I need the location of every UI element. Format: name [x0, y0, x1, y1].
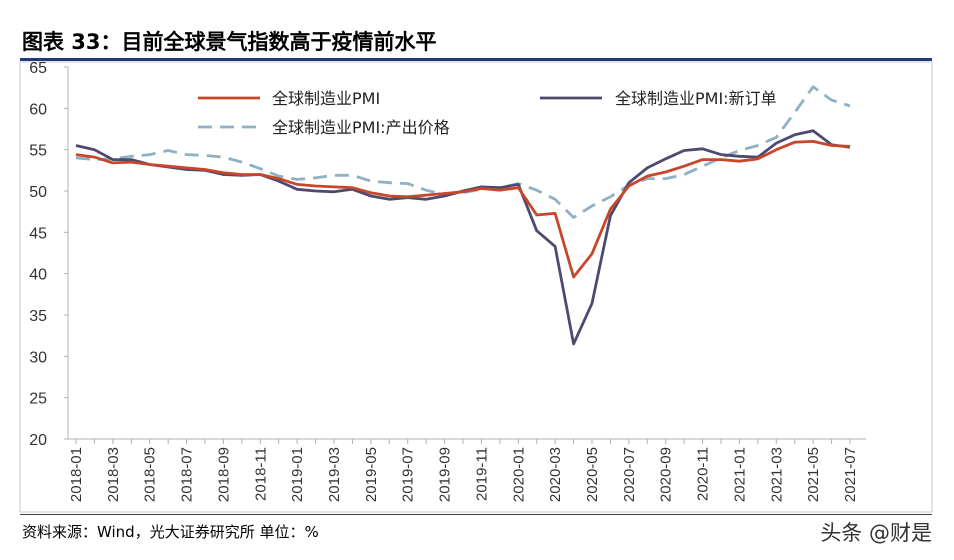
legend-label-2: 全球制造业PMI:产出价格	[272, 118, 450, 137]
x-tick-label: 2018-11	[252, 447, 269, 501]
source-note: 资料来源：Wind，光大证券研究所 单位：%	[22, 523, 319, 541]
x-tick-label: 2021-03	[768, 447, 785, 502]
chart-title: 图表 33：目前全球景气指数高于疫情前水平	[22, 30, 437, 54]
title-underline	[20, 58, 932, 61]
x-tick-label: 2020-09	[658, 447, 675, 502]
x-tick-label: 2018-09	[215, 447, 232, 502]
legend-label-0: 全球制造业PMI	[272, 89, 380, 108]
x-tick-label: 2020-05	[584, 447, 601, 502]
plot-frame	[19, 61, 933, 513]
x-tick-label: 2020-11	[695, 447, 712, 501]
y-axis: 20 25 30 35 40 45 50 55 60 65	[29, 60, 69, 449]
y-tick-label: 35	[29, 308, 47, 325]
series-layer	[75, 85, 851, 346]
y-tick-label: 50	[29, 184, 47, 201]
x-tick-label: 2019-05	[363, 447, 380, 502]
x-tick-label: 2019-03	[326, 447, 343, 502]
x-tick-label: 2018-03	[105, 447, 122, 502]
x-tick-label: 2019-01	[289, 447, 306, 502]
x-tick-label: 2020-01	[510, 447, 527, 502]
y-tick-label: 20	[29, 432, 47, 449]
x-tick-label: 2021-07	[842, 447, 859, 502]
y-tick-label: 45	[29, 225, 47, 242]
y-tick-label: 55	[29, 143, 47, 160]
x-tick-label: 2018-07	[179, 447, 196, 502]
x-tick-label: 2019-07	[400, 447, 417, 502]
series-line-0	[75, 139, 851, 279]
legend-label-1: 全球制造业PMI:新订单	[615, 89, 777, 108]
watermark: 头条 @财是	[820, 521, 932, 545]
x-tick-label: 2020-07	[621, 447, 638, 502]
x-tick-label: 2021-05	[805, 447, 822, 502]
y-tick-label: 25	[29, 391, 47, 408]
series-line-1	[75, 129, 851, 346]
x-tick-label: 2020-03	[547, 447, 564, 502]
x-tick-label: 2019-09	[437, 447, 454, 502]
y-tick-label: 60	[29, 101, 47, 118]
y-tick-label: 65	[29, 60, 47, 77]
y-tick-label: 30	[29, 349, 47, 366]
y-tick-label: 40	[29, 267, 47, 284]
x-tick-label: 2021-01	[731, 447, 748, 502]
footer-divider	[20, 514, 932, 515]
x-tick-label: 2019-11	[473, 447, 490, 501]
x-axis: 2018-01 2018-03 2018-05 2018-07 2018-09 2018-…	[68, 438, 866, 502]
x-tick-label: 2018-05	[142, 447, 159, 502]
x-tick-label: 2018-01	[68, 447, 85, 502]
